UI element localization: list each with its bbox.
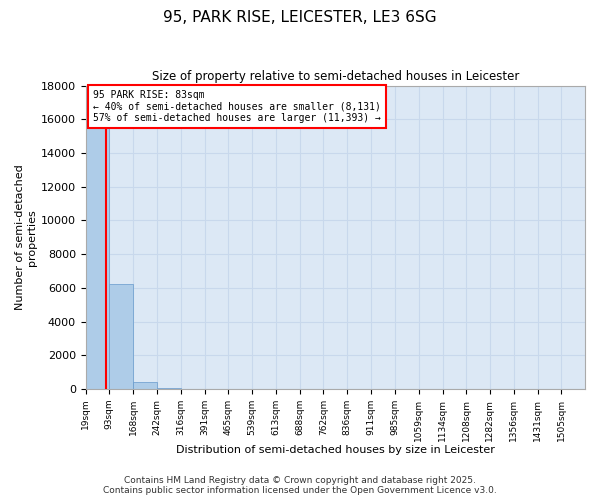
Title: Size of property relative to semi-detached houses in Leicester: Size of property relative to semi-detach… <box>152 70 519 83</box>
X-axis label: Distribution of semi-detached houses by size in Leicester: Distribution of semi-detached houses by … <box>176 445 495 455</box>
Text: 95, PARK RISE, LEICESTER, LE3 6SG: 95, PARK RISE, LEICESTER, LE3 6SG <box>163 10 437 25</box>
Bar <box>109 284 133 389</box>
Text: Contains HM Land Registry data © Crown copyright and database right 2025.
Contai: Contains HM Land Registry data © Crown c… <box>103 476 497 495</box>
Bar <box>133 382 157 389</box>
Bar <box>157 388 181 389</box>
Text: 95 PARK RISE: 83sqm
← 40% of semi-detached houses are smaller (8,131)
57% of sem: 95 PARK RISE: 83sqm ← 40% of semi-detach… <box>93 90 381 124</box>
Bar <box>86 102 109 389</box>
Y-axis label: Number of semi-detached
properties: Number of semi-detached properties <box>15 164 37 310</box>
